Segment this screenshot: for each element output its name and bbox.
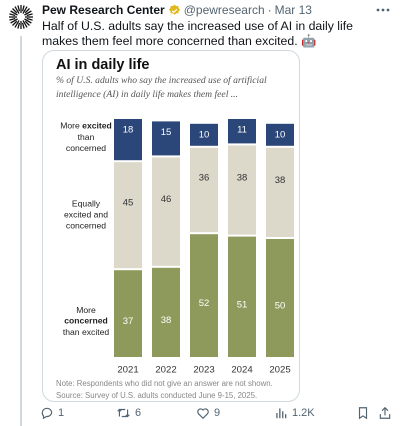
bar-segment bbox=[228, 145, 256, 235]
bar-segment bbox=[266, 239, 294, 357]
chart-subtitle: % of U.S. adults who say the increased u… bbox=[56, 75, 267, 100]
post-header: Pew Research Center @pewresearch · Mar 1… bbox=[42, 3, 312, 17]
x-tick-label: 2022 bbox=[155, 365, 176, 376]
value-label: 15 bbox=[161, 127, 172, 138]
like-button[interactable]: 9 bbox=[196, 406, 220, 420]
author[interactable]: Pew Research Center bbox=[42, 3, 165, 17]
value-label: 38 bbox=[237, 173, 248, 184]
chart: AI in daily life % of U.S. adults who sa… bbox=[56, 57, 294, 400]
value-label: 38 bbox=[161, 315, 172, 326]
value-label: 18 bbox=[123, 125, 134, 136]
bar-segment bbox=[228, 236, 256, 357]
series-label: than excited bbox=[63, 327, 110, 337]
repost-count: 6 bbox=[135, 407, 142, 419]
bar-segment bbox=[114, 270, 142, 357]
reply-count: 1 bbox=[58, 407, 65, 419]
value-label: 36 bbox=[199, 173, 210, 184]
bar-segment bbox=[114, 162, 142, 269]
bar-segment bbox=[228, 119, 256, 144]
view-count: 1.2K bbox=[292, 407, 315, 419]
date[interactable]: Mar 13 bbox=[274, 3, 312, 17]
like-count: 9 bbox=[214, 407, 221, 419]
bar-segment bbox=[152, 157, 180, 266]
x-tick-label: 2023 bbox=[193, 365, 214, 376]
value-label: 51 bbox=[237, 299, 248, 310]
chart-title: AI in daily life bbox=[56, 57, 149, 73]
bar-segment bbox=[266, 147, 294, 237]
note: Note: Respondents who did not give an an… bbox=[56, 379, 273, 388]
separator: · bbox=[267, 3, 272, 17]
series-label: More excited bbox=[60, 121, 112, 131]
bar-segment bbox=[114, 119, 142, 161]
series-label: excited and bbox=[64, 209, 108, 219]
series-label: Equally bbox=[72, 198, 101, 208]
value-label: 52 bbox=[199, 298, 210, 309]
value-label: 37 bbox=[123, 316, 134, 327]
value-label: 10 bbox=[199, 129, 210, 140]
x-tick-label: 2021 bbox=[117, 365, 138, 376]
series-label: than bbox=[78, 132, 95, 142]
x-tick-label: 2025 bbox=[269, 365, 290, 376]
bar-segment bbox=[190, 147, 218, 233]
note: Source: Survey of U.S. adults conducted … bbox=[56, 391, 257, 400]
value-label: 50 bbox=[275, 301, 286, 312]
bookmark-button[interactable] bbox=[356, 406, 370, 420]
value-label: 38 bbox=[275, 175, 286, 186]
value-label: 11 bbox=[237, 125, 247, 136]
avatar[interactable] bbox=[7, 3, 35, 31]
bar-segment bbox=[152, 267, 180, 357]
views-button[interactable]: 1.2K bbox=[274, 406, 315, 420]
reply-button[interactable]: 1 bbox=[40, 406, 64, 420]
bar-segment bbox=[190, 123, 218, 146]
value-label: 46 bbox=[161, 194, 172, 205]
x-tick-label: 2024 bbox=[231, 365, 253, 376]
repost-button[interactable]: 6 bbox=[116, 406, 141, 420]
value-label: 45 bbox=[123, 198, 134, 209]
post-text: Half of U.S. adults say the increased us… bbox=[42, 19, 354, 48]
share-button[interactable] bbox=[378, 406, 392, 420]
handle[interactable]: @pewresearch bbox=[183, 3, 265, 17]
verified-badge bbox=[168, 4, 180, 15]
value-label: 10 bbox=[275, 129, 286, 140]
bar-segment bbox=[190, 234, 218, 357]
more-icon[interactable] bbox=[376, 8, 390, 12]
series-label: concerned bbox=[64, 316, 107, 326]
bar-segment bbox=[152, 121, 180, 156]
series-label: concerned bbox=[66, 220, 106, 230]
chart-card[interactable]: AI in daily life % of U.S. adults who sa… bbox=[42, 50, 300, 402]
bar-segment bbox=[266, 123, 294, 146]
series-label: More bbox=[76, 305, 96, 315]
series-label: concerned bbox=[66, 143, 106, 153]
